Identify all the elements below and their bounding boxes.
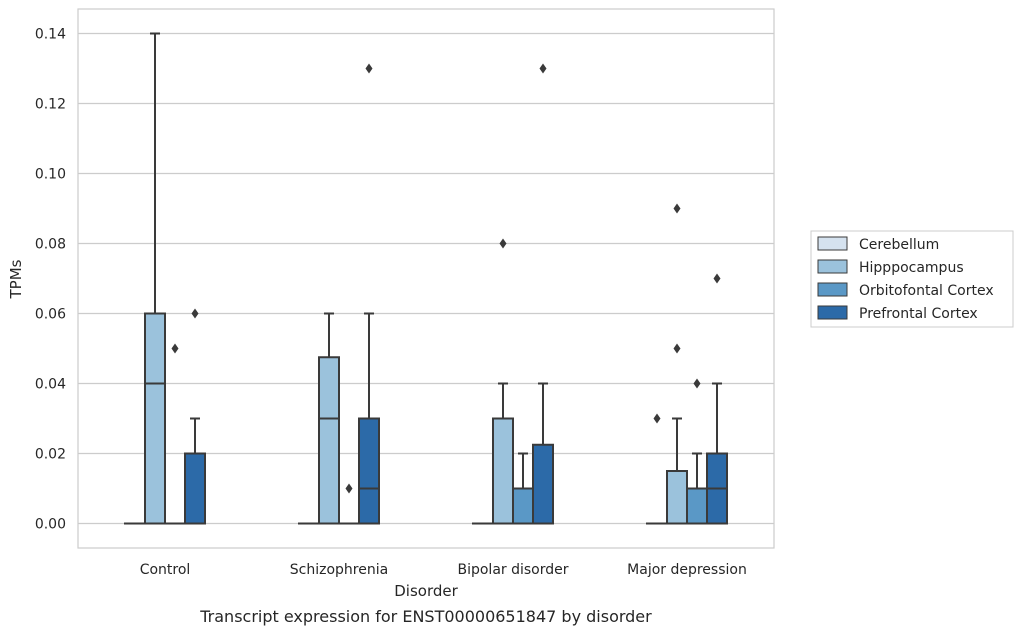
legend-swatch <box>817 282 848 297</box>
legend-swatch <box>817 236 848 251</box>
y-tick-label: 0.12 <box>35 97 66 113</box>
y-tick-label: 0.04 <box>35 377 66 393</box>
x-tick-label: Major depression <box>627 562 747 578</box>
box-group <box>666 417 688 525</box>
legend-label: Prefrontal Cortex <box>859 306 978 322</box>
y-tick-label: 0.06 <box>35 307 66 323</box>
box <box>666 470 688 525</box>
y-axis-label: TPMs <box>7 259 25 299</box>
outlier-point <box>499 238 507 249</box>
chart-caption: Transcript expression for ENST0000065184… <box>199 607 652 626</box>
legend-label: Hipppocampus <box>859 260 964 276</box>
legend-swatch <box>817 259 848 274</box>
box <box>492 417 514 525</box>
x-axis-ticks: Control Schizophrenia Bipolar disorder Majo… <box>140 562 747 578</box>
outlier-point <box>539 63 547 74</box>
gridlines <box>78 32 774 525</box>
x-axis-label: Disorder <box>394 582 458 600</box>
box-group <box>144 32 166 525</box>
box-group <box>532 382 554 525</box>
legend-label: Cerebellum <box>859 237 939 253</box>
outlier-point <box>673 343 681 354</box>
box <box>358 417 380 525</box>
x-tick-label: Schizophrenia <box>290 562 388 578</box>
outlier-point <box>713 273 721 284</box>
box <box>686 487 708 525</box>
outlier-point <box>693 378 701 389</box>
box-group <box>706 382 728 525</box>
box <box>532 443 554 525</box>
y-tick-label: 0.02 <box>35 447 66 463</box>
box-group <box>184 417 206 525</box>
y-axis-ticks: 0.00 0.02 0.04 0.06 0.08 0.10 0.12 0.14 <box>35 27 66 533</box>
box-group <box>686 452 708 525</box>
boxes <box>124 32 728 525</box>
box-group <box>318 312 340 525</box>
x-tick-label: Control <box>140 562 191 578</box>
x-tick-label: Bipolar disorder <box>457 562 568 578</box>
outlier-point <box>345 483 353 494</box>
box-group <box>492 382 514 525</box>
plot-area-frame <box>77 8 775 549</box>
box-group <box>512 452 534 525</box>
y-tick-label: 0.08 <box>35 237 66 253</box>
outlier-point <box>653 413 661 424</box>
legend-swatch <box>817 305 848 320</box>
legend-label: Orbitofontal Cortex <box>859 283 994 299</box>
box-group <box>358 312 380 525</box>
outlier-point <box>673 203 681 214</box>
outlier-point <box>365 63 373 74</box>
y-tick-label: 0.14 <box>35 27 66 43</box>
outlier-point <box>191 308 199 319</box>
y-tick-label: 0.00 <box>35 517 66 533</box>
legend: Cerebellum Hipppocampus Orbitofontal Corte… <box>810 230 1014 328</box>
box <box>318 356 340 525</box>
box <box>184 452 206 525</box>
box <box>512 487 534 525</box>
y-tick-label: 0.10 <box>35 167 66 183</box>
box <box>144 312 166 525</box>
outlier-point <box>171 343 179 354</box>
